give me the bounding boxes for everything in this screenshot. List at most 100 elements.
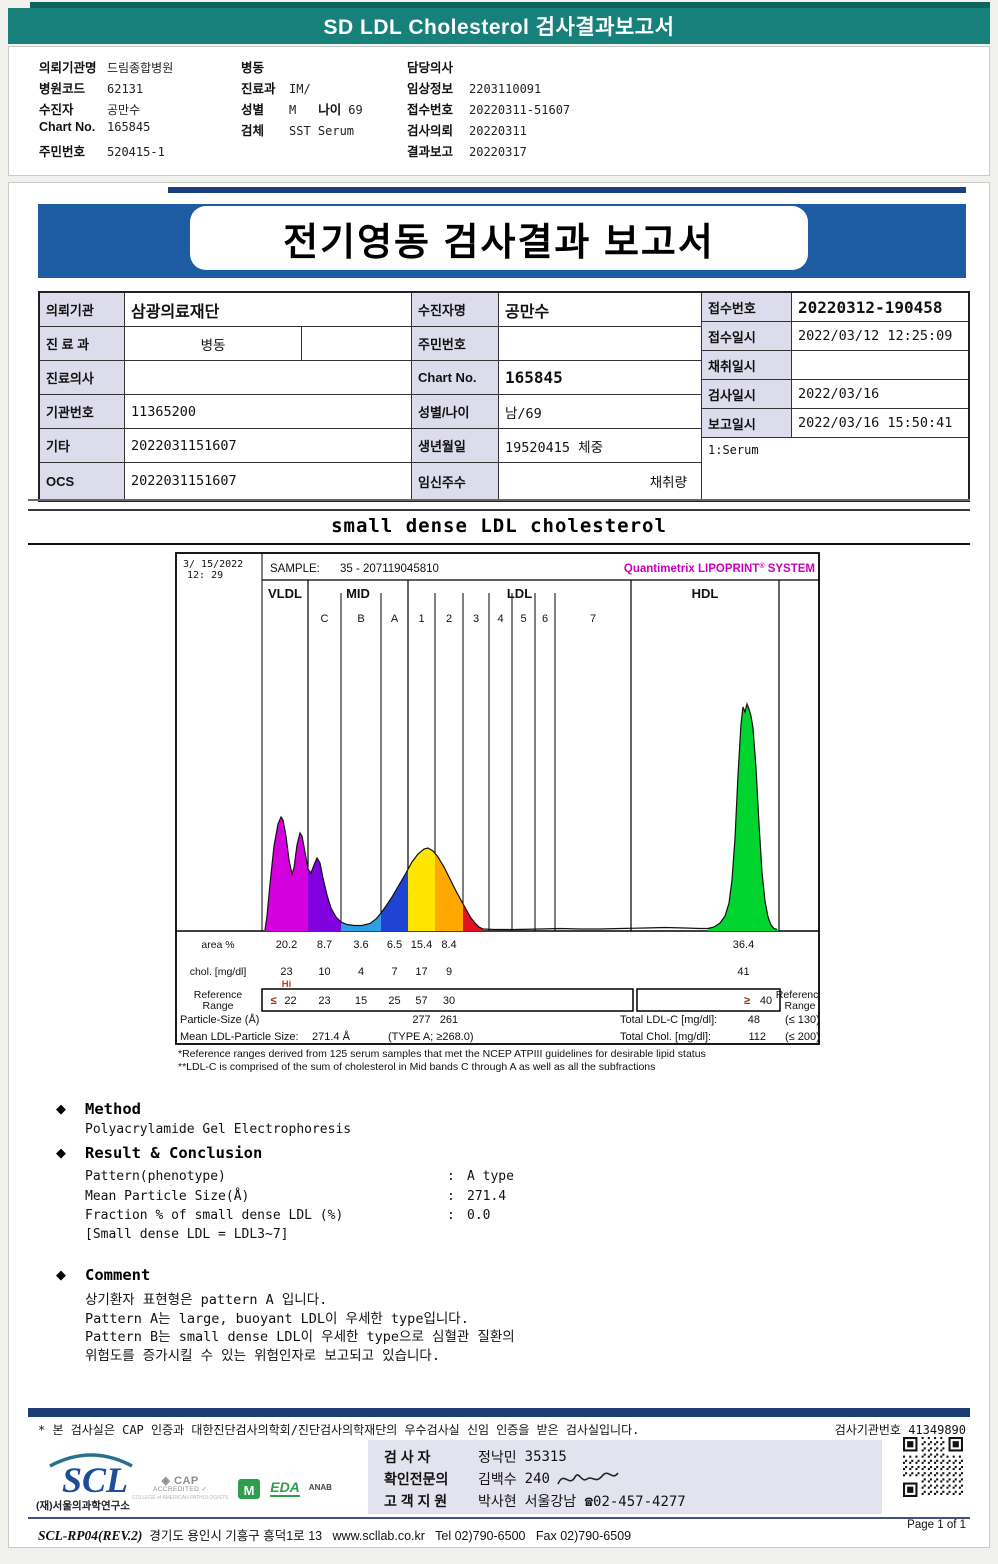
result-row-label: Fraction % of small dense LDL (%) — [85, 1208, 344, 1223]
qr-finder — [907, 1441, 914, 1448]
patient-field-label: 접수번호 — [407, 103, 454, 117]
patient-field-value: 공만수 — [107, 103, 141, 117]
qr-module — [921, 1443, 924, 1446]
qr-module — [934, 1437, 937, 1440]
table-value: 2022/03/12 12:25:09 — [792, 322, 968, 351]
patient-info-col3: 담당의사 임상정보 2203110091 접수번호 20220311-51607 검사의뢰… — [407, 57, 570, 162]
table-label: 접수일시 — [702, 322, 792, 351]
table-value: 2022/03/16 15:50:41 — [792, 409, 968, 438]
section-rule-bottom — [28, 543, 970, 545]
qr-module — [958, 1455, 961, 1458]
table-value: 병동 — [125, 327, 302, 361]
qr-module — [940, 1449, 943, 1452]
chart-chol-value: 41 — [737, 966, 749, 978]
qr-module — [958, 1486, 961, 1489]
qr-module — [929, 1490, 932, 1493]
chart-group-label: LDL — [507, 586, 532, 601]
table-label: 기타 — [40, 429, 125, 463]
qr-module — [940, 1455, 943, 1458]
qr-module — [923, 1490, 926, 1493]
table-value — [792, 351, 968, 380]
footer-bar — [28, 1408, 970, 1417]
patient-field-row: 진료과 IM/ — [241, 78, 363, 99]
report-title: SD LDL Cholesterol 검사결과보고서 — [323, 16, 675, 39]
lab-website: www.scllab.co.kr — [332, 1529, 425, 1543]
qr-module — [923, 1465, 926, 1469]
patient-field-value: 드림종합병원 — [107, 61, 174, 75]
qr-module — [929, 1465, 932, 1469]
qr-module — [921, 1486, 924, 1489]
qr-module — [903, 1468, 906, 1471]
qr-module — [923, 1447, 926, 1450]
patient-field-value: 165845 — [107, 120, 151, 134]
qr-module — [940, 1461, 943, 1464]
qr-module — [923, 1478, 926, 1481]
chart-particle-size: 277 — [412, 1014, 430, 1026]
patient-field-value: 69 — [348, 103, 363, 117]
patient-field-value: SST Serum — [289, 124, 355, 138]
qr-module — [934, 1455, 937, 1458]
table-bottom-rule — [28, 499, 970, 501]
qr-module — [958, 1492, 961, 1495]
patient-field-label: 검체 — [241, 124, 265, 138]
footer-note: * 본 검사실은 CAP 인증과 대한진단검사의학회/진단검사의학재단의 우수검… — [38, 1423, 640, 1437]
table-value: 삼광의료재단 — [125, 293, 412, 327]
chart-ref-symbol: ≥ — [744, 995, 750, 1007]
specimen-note: 1:Serum — [708, 443, 759, 457]
banner-top-line — [168, 187, 966, 193]
qr-module — [942, 1453, 945, 1456]
patient-field-label: Chart No. — [39, 120, 96, 134]
staff-extra: 240 — [524, 1471, 550, 1487]
qr-module — [942, 1459, 945, 1462]
staff-row: 검 사 자 정낙민 35315 — [384, 1446, 882, 1468]
qr-module — [958, 1480, 961, 1483]
comment-line: 위험도를 증가시킬 수 있는 위험인자로 보고되고 있습니다. — [85, 1347, 440, 1364]
qr-module — [948, 1459, 951, 1462]
result-row: Fraction % of small dense LDL (%):0.0 — [85, 1208, 514, 1228]
qr-module — [929, 1453, 932, 1456]
chart-chol-value: 7 — [391, 966, 397, 978]
chart-sample-label: SAMPLE: — [270, 563, 320, 575]
patient-field-row: 결과보고 20220317 — [407, 141, 570, 162]
qr-module — [958, 1461, 961, 1464]
qr-module — [942, 1472, 945, 1475]
scl-logo-arc — [49, 1453, 133, 1468]
chart-band-label: C — [321, 613, 329, 625]
footer-divider — [28, 1517, 970, 1519]
result-row-colon: : — [447, 1188, 455, 1204]
qr-module — [903, 1461, 906, 1464]
lab-address: 경기도 용인시 기흥구 흥덕1로 13 — [149, 1529, 323, 1543]
chart-timestamp: 12: 29 — [187, 570, 223, 581]
certification-logos: ◈ CAP ACCREDITED ✓ COLLEGE of AMERICAN PAT… — [132, 1476, 332, 1501]
chart-mean-value: 271.4 Å — [312, 1030, 351, 1043]
qr-module — [915, 1474, 918, 1477]
qr-module — [954, 1484, 957, 1487]
qr-module — [948, 1490, 951, 1493]
qr-module — [929, 1447, 932, 1450]
qr-module — [911, 1459, 914, 1462]
method-body: Polyacrylamide Gel Electrophoresis — [85, 1122, 352, 1137]
chart-fraction-ldl1 — [408, 848, 435, 931]
qr-code — [903, 1437, 963, 1497]
qr-module — [948, 1484, 951, 1487]
banner-title: 전기영동 검사결과 보고서 — [283, 221, 715, 264]
patient-field-row: 접수번호 20220311-51607 — [407, 99, 570, 120]
chart-ref-value: 15 — [355, 995, 367, 1007]
qr-module — [923, 1459, 926, 1462]
qr-module — [954, 1459, 957, 1462]
qr-module — [921, 1437, 924, 1440]
qr-module — [927, 1461, 930, 1464]
chart-fraction-ldl3 — [463, 903, 483, 931]
patient-info-col2: 병동 진료과 IM/성별 M 나이 69 검체 SST Serum — [241, 57, 363, 141]
chart-row-label-ref: Range — [203, 1000, 234, 1012]
chart-sample-value: 35 - 207119045810 — [340, 563, 439, 575]
qr-module — [960, 1484, 963, 1487]
chart-total-ldl-label: Total LDL-C [mg/dl]: — [620, 1014, 717, 1026]
method-title: Method — [85, 1100, 141, 1118]
qr-module — [952, 1480, 955, 1483]
qr-module — [905, 1459, 908, 1462]
staff-block: 검 사 자 정낙민 35315 확인전문의 김백수 240 고 객 지 원 박사현 서울강남 ☎… — [368, 1440, 882, 1514]
patient-field-row: 병동 — [241, 57, 363, 78]
scl-logo: SCL — [49, 1453, 133, 1496]
table-value: 11365200 — [125, 395, 412, 429]
